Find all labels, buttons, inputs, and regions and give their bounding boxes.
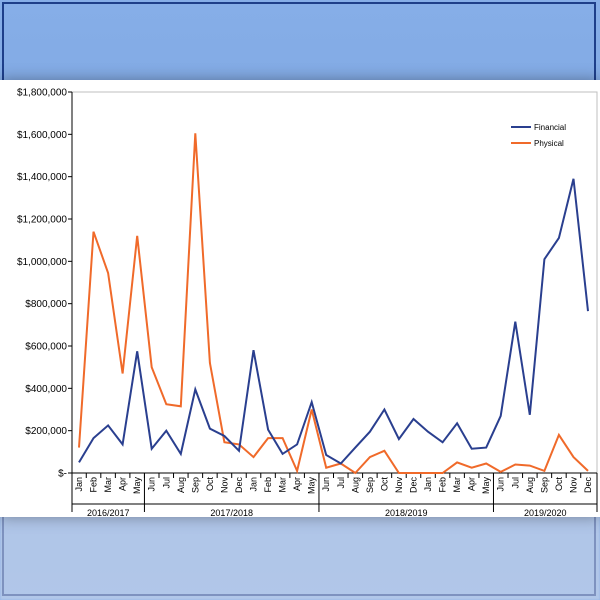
x-tick-label: Aug	[350, 477, 360, 493]
y-tick-label: $1,200,000	[17, 215, 67, 226]
x-tick-label: Jun	[496, 477, 506, 492]
x-group-label: 2019/2020	[524, 508, 567, 517]
x-group-label: 2017/2018	[210, 508, 253, 517]
x-tick-label: Nov	[219, 477, 229, 494]
x-tick-label: Dec	[234, 477, 244, 494]
x-tick-label: Jan	[74, 477, 84, 492]
x-tick-label: May	[307, 477, 317, 495]
legend: Financial Physical	[507, 115, 571, 159]
x-tick-label: Jun	[321, 477, 331, 492]
x-tick-label: Sep	[539, 477, 549, 493]
series-lines	[78, 133, 589, 475]
x-axis: Jan Feb Mar Apr May Jun Jul Aug Sep Oct Nov Dec Jan F…	[71, 472, 598, 517]
x-tick-label: Mar	[278, 477, 288, 493]
x-tick-label: Jun	[147, 477, 157, 492]
y-tick-label: $1,000,000	[17, 257, 67, 268]
x-tick-label: May	[481, 477, 491, 495]
x-tick-label: Oct	[554, 477, 564, 492]
background-blurred-chart	[0, 515, 600, 600]
legend-label-physical: Physical	[534, 139, 564, 148]
x-tick-label: Mar	[103, 477, 113, 493]
x-tick-label: Feb	[438, 477, 448, 493]
x-tick-label: Jan	[249, 477, 259, 492]
x-tick-label: Oct	[205, 477, 215, 492]
line-chart: $- $200,000 $400,000 $600,000 $800,000 $1,000…	[17, 88, 598, 517]
x-tick-label: Aug	[176, 477, 186, 493]
x-tick-label: Apr	[118, 477, 128, 491]
x-group-label: 2018/2019	[385, 508, 428, 517]
y-tick-label: $1,400,000	[17, 172, 67, 183]
x-tick-label: May	[132, 477, 142, 495]
y-tick-label: $-	[58, 469, 67, 480]
y-tick-label: $400,000	[25, 384, 67, 395]
y-tick-label: $1,800,000	[17, 88, 67, 99]
x-tick-label: Feb	[263, 477, 273, 493]
y-tick-label: $1,600,000	[17, 130, 67, 141]
x-tick-label: Mar	[452, 477, 462, 493]
x-tick-label: Dec	[583, 477, 593, 494]
x-tick-label: Aug	[525, 477, 535, 493]
y-tick-label: $200,000	[25, 426, 67, 437]
x-tick-label: Jul	[161, 477, 171, 489]
legend-box	[507, 115, 571, 159]
x-tick-label: Apr	[292, 477, 302, 491]
x-tick-label: Jan	[423, 477, 433, 492]
y-tick-label: $800,000	[25, 299, 67, 310]
x-tick-label: Nov	[568, 477, 578, 494]
x-group-label: 2016/2017	[87, 508, 130, 517]
series-line-financial	[78, 178, 589, 465]
x-tick-label: Jul	[510, 477, 520, 489]
x-tick-label: Nov	[394, 477, 404, 494]
x-tick-label: Sep	[365, 477, 375, 493]
x-tick-label: Apr	[467, 477, 477, 491]
chart-card: $- $200,000 $400,000 $600,000 $800,000 $1,000…	[0, 80, 600, 517]
series-line-physical	[78, 133, 589, 475]
x-tick-label: Dec	[408, 477, 418, 494]
x-tick-label: Sep	[190, 477, 200, 493]
legend-label-financial: Financial	[534, 123, 566, 132]
y-tick-label: $600,000	[25, 342, 67, 353]
y-axis: $- $200,000 $400,000 $600,000 $800,000 $1,000…	[17, 88, 73, 480]
x-tick-label: Jul	[336, 477, 346, 489]
x-tick-label: Oct	[379, 477, 389, 492]
x-tick-label: Feb	[89, 477, 99, 493]
